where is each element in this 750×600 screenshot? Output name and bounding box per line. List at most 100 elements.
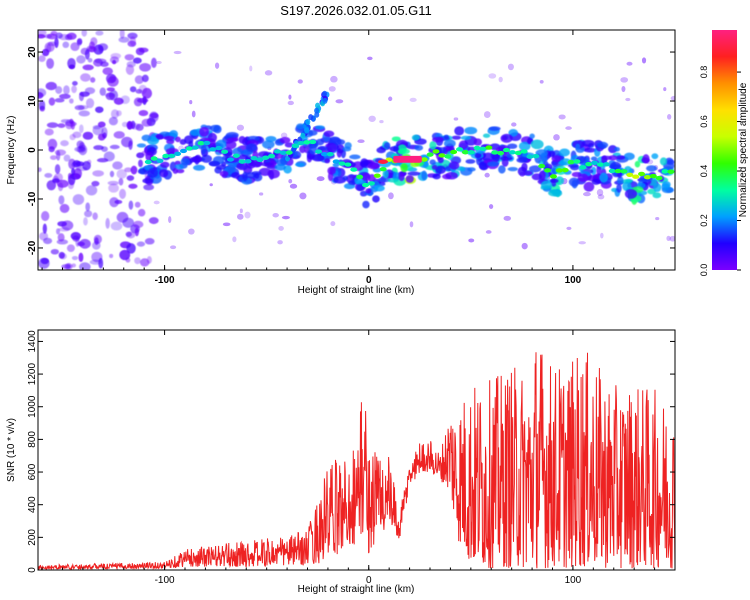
heatmap-cell [315, 102, 321, 109]
heatmap-noise-cell [99, 87, 107, 96]
heatmap-noise-cell [583, 191, 591, 197]
heatmap-noise-cell [124, 167, 133, 173]
heatmap-cell [315, 138, 325, 146]
heatmap-noise-cell [54, 98, 65, 103]
heatmap-ridge-cell [479, 146, 487, 151]
heatmap-cell [596, 141, 609, 149]
heatmap-noise-cell [87, 46, 97, 53]
heatmap-noise-cell [134, 257, 141, 265]
heatmap-noise-cell [90, 77, 96, 83]
heatmap-noise-cell [125, 231, 132, 237]
heatmap-cell [242, 171, 248, 182]
heatmap-noise-cell [507, 63, 514, 71]
heatmap-cell [645, 165, 658, 172]
heatmap-noise-cell [119, 188, 127, 200]
heatmap-noise-cell [71, 263, 77, 268]
heatmap-noise-cell [170, 245, 177, 250]
heatmap-ridge-cell [379, 166, 387, 172]
heatmap-cell [432, 136, 444, 143]
heatmap-noise-cell [141, 118, 153, 127]
heatmap-ridge-cell [544, 168, 552, 173]
heatmap-noise-cell [72, 194, 85, 205]
heatmap-cell [383, 142, 391, 149]
heatmap-cell [342, 146, 352, 152]
heatmap-cell [326, 142, 338, 153]
heatmap-cell [591, 178, 601, 185]
heatmap-cell [314, 111, 320, 118]
heatmap-noise-cell [124, 54, 135, 61]
heatmap-cell [445, 171, 458, 180]
heatmap-cell [274, 163, 286, 171]
heatmap-noise-cell [82, 160, 91, 171]
heatmap-noise-cell [126, 175, 135, 181]
heatmap-ridge-cell [226, 157, 234, 162]
heatmap-ridge-cell [344, 162, 352, 167]
x-tick-label: -100 [155, 275, 175, 286]
heatmap-noise-cell [60, 140, 69, 147]
heatmap-noise-cell [625, 97, 631, 102]
heatmap-ridge-cell [174, 151, 182, 156]
heatmap-cell [163, 135, 175, 141]
heatmap-cell [465, 159, 476, 164]
heatmap-cell [311, 153, 325, 162]
snr-panel: -100 0 100 0 200 400 600 800 1000 1200 1400 Heigh… [6, 329, 676, 595]
heatmap-cell [559, 148, 570, 157]
heatmap-noise-cell [58, 227, 70, 232]
heatmap-noise-cell [81, 30, 88, 37]
heatmap-cell [601, 155, 608, 164]
heatmap-cell [172, 168, 179, 174]
heatmap-cell [467, 167, 476, 172]
heatmap-noise-cell [129, 86, 137, 93]
heatmap-cell [590, 156, 598, 161]
heatmap-noise-cell [101, 146, 108, 153]
heatmap-cell [437, 156, 444, 164]
heatmap-cell [498, 165, 506, 174]
heatmap-cell [583, 147, 597, 153]
heatmap-cell [327, 166, 336, 175]
heatmap-noise-cell [70, 232, 81, 240]
heatmap-noise-cell [67, 172, 73, 180]
heatmap-ridge-cell [350, 167, 358, 172]
heatmap-cell [141, 134, 152, 142]
heatmap-noise-cell [136, 241, 146, 247]
heatmap-ridge-cell [315, 149, 323, 154]
heatmap-noise-cell [503, 215, 511, 221]
heatmap-cell [552, 190, 563, 197]
heatmap-ridge-cell [326, 151, 334, 157]
heatmap-cell [624, 188, 638, 199]
heatmap-noise-cell [48, 97, 56, 106]
heatmap-cell [405, 174, 414, 183]
heatmap-noise-cell [278, 226, 284, 231]
colorbar-ticks: 0.0 0.2 0.4 0.6 0.8 [699, 66, 741, 276]
heatmap-noise-cell [367, 56, 373, 61]
heatmap-noise-cell [94, 237, 99, 245]
heatmap-cell [348, 180, 356, 185]
y-tick-label: 200 [27, 529, 38, 546]
heatmap-cell [267, 168, 280, 179]
heatmap-noise-cell [50, 248, 59, 255]
heatmap-noise-cell [258, 192, 264, 196]
heatmap-noise-cell [77, 105, 89, 110]
heatmap-noise-cell [93, 44, 104, 55]
heatmap-noise-cell [50, 155, 58, 160]
heatmap-noise-cell [108, 183, 119, 193]
heatmap-noise-cell [122, 217, 135, 228]
heatmap-cell [376, 147, 386, 154]
heatmap-noise-cell [148, 217, 159, 225]
heatmap-ridge-cell [538, 163, 546, 169]
heatmap-ridge-cell [273, 149, 281, 154]
y-tick-label: 10 [27, 95, 38, 107]
heatmap-cell [616, 183, 622, 193]
heatmap-noise-cell [139, 258, 150, 267]
heatmap-cell [614, 146, 620, 152]
heatmap-noise-cell [121, 136, 133, 148]
heatmap-cell [342, 175, 349, 181]
heatmap-noise-cell [66, 244, 75, 252]
heatmap-noise-cell [237, 213, 244, 220]
heatmap-noise-cell [379, 120, 384, 124]
heatmap-noise-cell [357, 139, 365, 144]
heatmap-ridge-cell [450, 149, 458, 155]
heatmap-noise-cell [105, 92, 115, 101]
heatmap-noise-cell [38, 167, 42, 173]
